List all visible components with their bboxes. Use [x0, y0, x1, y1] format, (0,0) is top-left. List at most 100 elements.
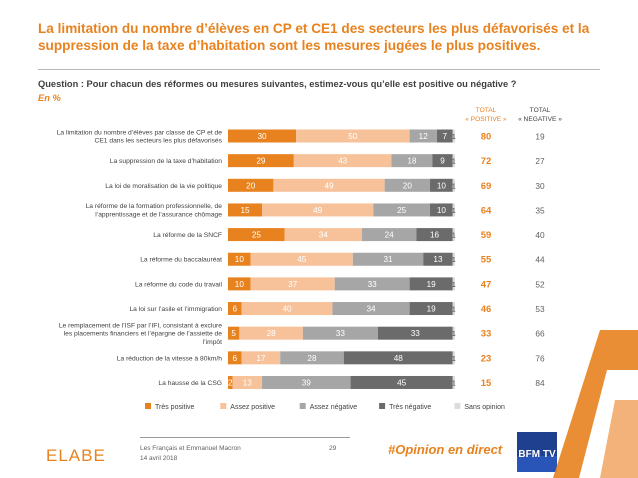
bar-segment-tr-s-n-gative	[430, 203, 453, 217]
legend-swatch-assez-positive	[220, 403, 227, 409]
total-positive-value: 23	[481, 353, 492, 364]
data-label: 28	[267, 329, 277, 338]
data-label: 6	[233, 354, 238, 363]
legend-swatch-tr-s-n-gative	[379, 403, 386, 409]
bar-segment-tr-s-n-gative	[350, 375, 453, 389]
data-label: 40	[282, 305, 292, 314]
data-label: 34	[366, 305, 376, 314]
data-label: 18	[407, 157, 417, 166]
bar-segment-tr-s-n-gative	[409, 302, 453, 316]
bfmtv-logo: BFM TV	[517, 432, 557, 472]
bar-segment-sans-opinion	[452, 277, 455, 291]
data-label: 1	[452, 134, 456, 141]
bar-segment-tr-s-n-gative	[432, 154, 453, 168]
bar-segment-assez-n-gative	[280, 351, 344, 365]
total-negative-value: 35	[535, 205, 545, 215]
total-positive-value: 33	[481, 329, 492, 340]
data-label: 48	[394, 354, 404, 363]
bar-segment-assez-positive	[250, 277, 335, 291]
total-negative-value: 44	[535, 255, 545, 265]
bar-segment-sans-opinion	[452, 252, 455, 266]
legend-label: Assez négative	[310, 404, 358, 411]
data-label: 25	[397, 206, 407, 215]
category-label: La suppression de la taxe d’habitation	[110, 158, 223, 165]
data-label: 39	[302, 378, 312, 387]
data-label: 37	[288, 280, 298, 289]
bar-segment-sans-opinion	[452, 129, 455, 143]
bar-segment-sans-opinion	[452, 302, 455, 316]
header-total-negative-line1: TOTAL	[529, 107, 551, 114]
title-divider	[38, 69, 600, 70]
data-label: 1	[452, 380, 456, 387]
data-label: 28	[307, 354, 317, 363]
bar-segment-sans-opinion	[452, 178, 455, 192]
header-total-positive-line2: « POSITIVE »	[465, 116, 507, 123]
category-label: La réforme de la SNCF	[153, 232, 222, 239]
data-label: 34	[319, 231, 329, 240]
bar-segment-sans-opinion	[452, 375, 455, 389]
bar-segment-tr-s-n-gative	[416, 228, 453, 242]
data-label: 33	[368, 280, 378, 289]
bar-segment-sans-opinion	[452, 351, 455, 365]
footer-divider	[140, 437, 350, 438]
bar-segment-assez-n-gative	[384, 178, 431, 192]
data-label: 49	[324, 181, 334, 190]
data-label: 12	[419, 132, 429, 141]
elabe-decorative-triangle	[553, 330, 638, 478]
data-label: 13	[433, 255, 443, 264]
header-total-negative-line2: « NEGATIVE »	[518, 116, 562, 123]
page-title: La limitation du nombre d’élèves en CP e…	[38, 21, 590, 53]
category-label: La loi de moralisation de la vie politiq…	[105, 183, 222, 190]
legend-swatch-assez-n-gative	[299, 403, 306, 409]
hashtag-label: #Opinion en direct	[388, 442, 503, 457]
category-label: La réduction de la vitesse à 80km/h	[117, 355, 222, 362]
bar-segment-tr-s-positive	[228, 178, 274, 192]
data-label: 10	[235, 255, 245, 264]
question-text: Question : Pour chacun des réformes ou m…	[38, 79, 517, 89]
total-negative-value: 52	[535, 279, 545, 289]
bar-segment-tr-s-positive	[228, 129, 297, 143]
bar-segment-sans-opinion	[452, 326, 455, 340]
data-label: 7	[443, 132, 448, 141]
category-label: La réforme de la formation professionnel…	[86, 203, 223, 218]
bar-segment-tr-s-n-gative	[377, 326, 453, 340]
data-label: 19	[427, 305, 437, 314]
header-total-positive: TOTAL « POSITIVE »	[456, 106, 516, 124]
bar-segment-assez-n-gative	[262, 375, 351, 389]
bar-segment-assez-positive	[293, 154, 392, 168]
bar-segment-assez-positive	[241, 351, 281, 365]
total-positive-value: 47	[481, 279, 492, 290]
data-label: 45	[297, 255, 307, 264]
legend-label: Assez positive	[230, 404, 275, 411]
category-label: La réforme du baccalauréat	[140, 257, 222, 264]
data-label: 1	[452, 307, 456, 314]
bar-segment-sans-opinion	[452, 228, 455, 242]
legend-swatch-sans-opinion	[454, 403, 461, 409]
bar-segment-tr-s-n-gative	[430, 178, 453, 192]
bar-segment-assez-n-gative	[332, 302, 410, 316]
elabe-logo-text: ELABE	[46, 446, 106, 465]
category-label: Le remplacement de l’ISF par l’IFI, cons…	[59, 322, 222, 346]
bar-segment-tr-s-positive	[228, 252, 251, 266]
data-label: 2	[228, 378, 233, 387]
data-label: 6	[233, 305, 238, 314]
total-negative-value: 66	[535, 329, 545, 339]
data-label: 9	[440, 157, 445, 166]
footer-study-info: Les Français et Emmanuel Macron 14 avril…	[140, 444, 241, 464]
total-negative-value: 84	[535, 378, 545, 388]
legend-label: Sans opinion	[464, 404, 505, 411]
data-label: 5	[231, 329, 236, 338]
data-label: 19	[427, 280, 437, 289]
bar-segment-sans-opinion	[452, 154, 455, 168]
bar-segment-assez-n-gative	[302, 326, 378, 340]
data-label: 13	[243, 378, 253, 387]
legend-label: Très négative	[389, 404, 431, 411]
total-negative-value: 53	[535, 304, 545, 314]
total-positive-value: 55	[481, 255, 492, 266]
footer-study-title: Les Français et Emmanuel Macron	[140, 445, 241, 452]
data-label: 20	[246, 181, 256, 190]
legend-label: Très positive	[155, 404, 195, 411]
category-label: La hausse de la CSG	[158, 380, 222, 387]
data-label: 1	[452, 331, 456, 338]
total-positive-value: 64	[481, 205, 492, 216]
